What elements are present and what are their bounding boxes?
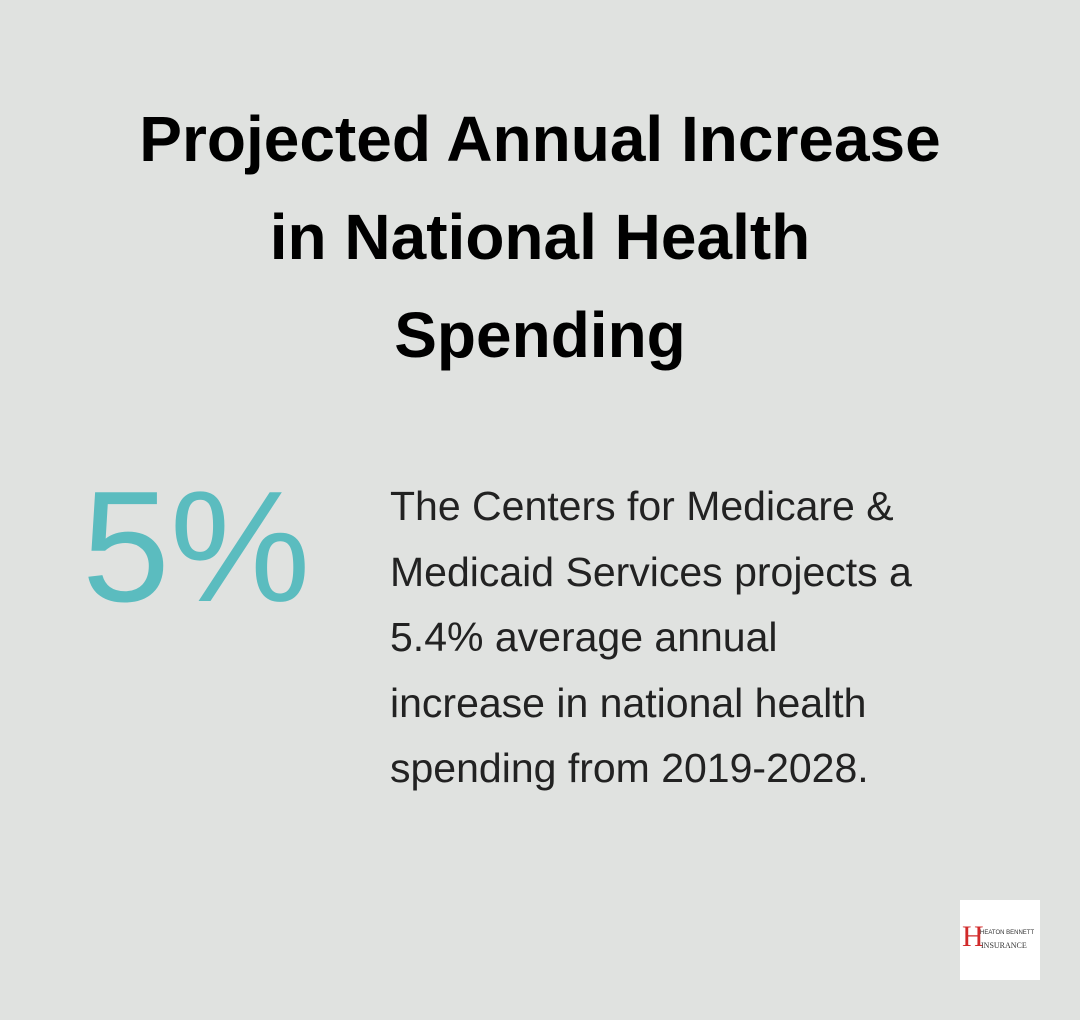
description-line: The Centers for Medicare & bbox=[390, 483, 894, 529]
logo-letter: H bbox=[962, 920, 984, 953]
title-line: in National Health bbox=[269, 201, 811, 273]
title-line: Projected Annual Increase bbox=[139, 103, 941, 175]
logo-bottom: INSURANCE bbox=[981, 941, 1027, 950]
description: The Centers for Medicare & Medicaid Servi… bbox=[390, 474, 912, 802]
description-line: spending from 2019-2028. bbox=[390, 745, 869, 791]
description-line: 5.4% average annual bbox=[390, 614, 778, 660]
stat: 5% bbox=[82, 459, 311, 635]
title-line: Spending bbox=[394, 299, 686, 371]
description-line: increase in national health bbox=[390, 679, 867, 726]
logo: H HEATON BENNETT INSURANCE bbox=[960, 900, 1040, 980]
logo-top: HEATON BENNETT bbox=[980, 930, 1035, 936]
description-line: Medicaid Services projects a bbox=[390, 548, 912, 595]
title: Projected Annual Increase in National Hea… bbox=[0, 90, 1080, 384]
